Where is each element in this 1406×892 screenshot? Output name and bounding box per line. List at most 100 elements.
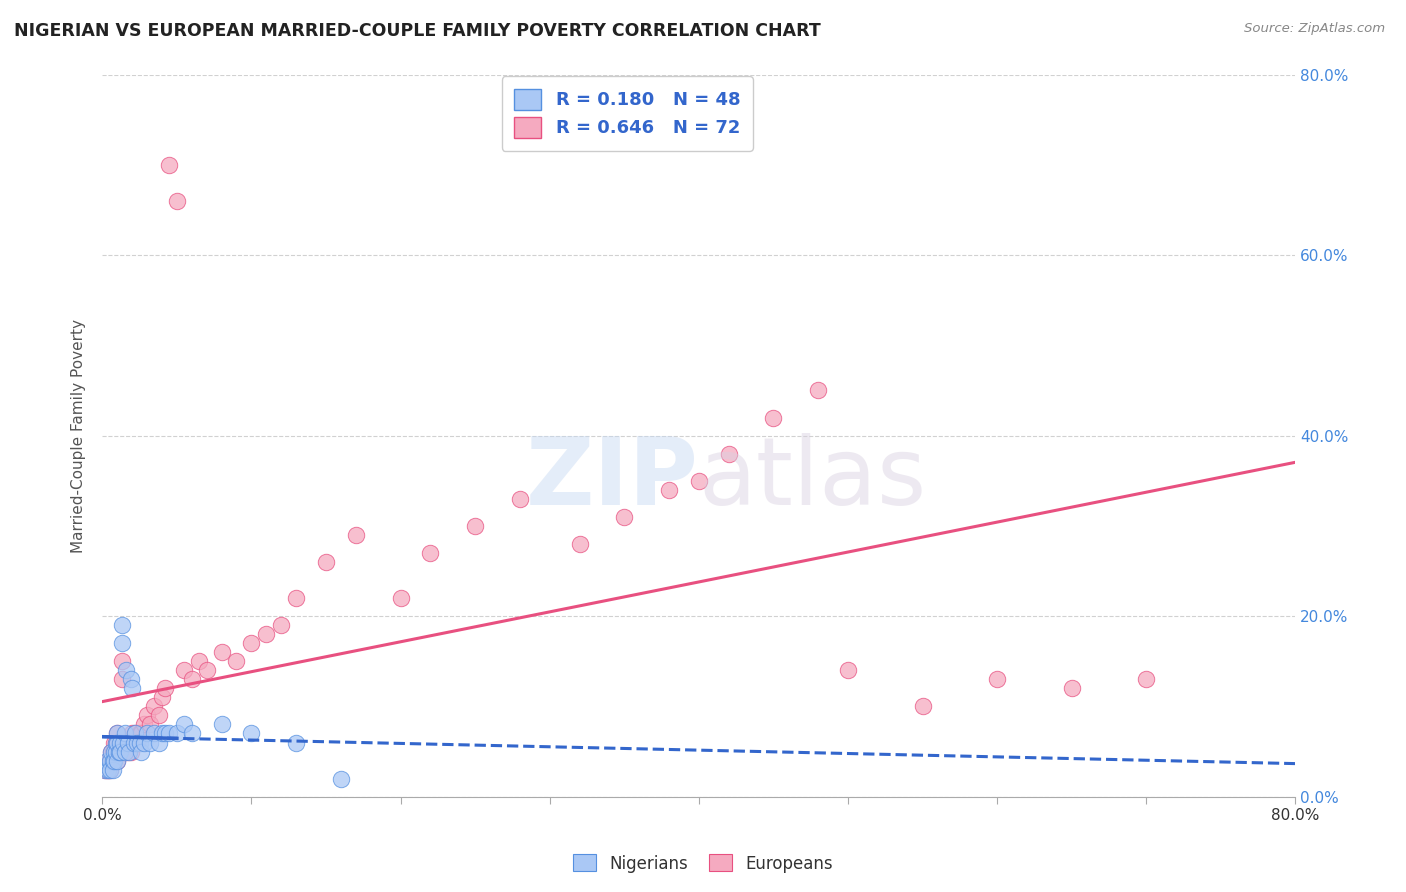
Point xyxy=(136,726,159,740)
Point xyxy=(128,726,150,740)
Point xyxy=(108,745,131,759)
Point xyxy=(118,735,141,749)
Point xyxy=(1135,673,1157,687)
Point xyxy=(225,654,247,668)
Point xyxy=(132,717,155,731)
Point xyxy=(110,636,132,650)
Point xyxy=(98,754,121,768)
Point xyxy=(108,735,131,749)
Point xyxy=(270,618,292,632)
Point xyxy=(173,663,195,677)
Point xyxy=(658,483,681,497)
Point xyxy=(114,745,136,759)
Point xyxy=(136,708,159,723)
Point xyxy=(103,745,125,759)
Point xyxy=(153,726,176,740)
Point xyxy=(94,763,117,777)
Point xyxy=(121,681,143,696)
Point xyxy=(97,754,120,768)
Point xyxy=(104,735,127,749)
Point xyxy=(180,726,202,740)
Point xyxy=(125,735,148,749)
Point xyxy=(104,745,127,759)
Point xyxy=(100,745,122,759)
Point xyxy=(114,726,136,740)
Point xyxy=(150,690,173,705)
Point xyxy=(105,754,128,768)
Point xyxy=(211,645,233,659)
Point xyxy=(97,763,120,777)
Point xyxy=(103,735,125,749)
Point xyxy=(98,763,121,777)
Point xyxy=(389,591,412,605)
Point xyxy=(105,735,128,749)
Point xyxy=(153,681,176,696)
Point xyxy=(112,735,135,749)
Point xyxy=(97,763,120,777)
Legend: R = 0.180   N = 48, R = 0.646   N = 72: R = 0.180 N = 48, R = 0.646 N = 72 xyxy=(502,77,754,151)
Point xyxy=(101,754,124,768)
Point xyxy=(254,627,277,641)
Point xyxy=(104,735,127,749)
Point xyxy=(124,726,146,740)
Point xyxy=(107,745,129,759)
Point xyxy=(115,735,138,749)
Point xyxy=(104,745,127,759)
Point xyxy=(240,636,263,650)
Point xyxy=(115,663,138,677)
Point xyxy=(110,618,132,632)
Point xyxy=(1060,681,1083,696)
Point xyxy=(98,754,121,768)
Point xyxy=(112,745,135,759)
Point xyxy=(124,726,146,740)
Point xyxy=(688,474,710,488)
Text: Source: ZipAtlas.com: Source: ZipAtlas.com xyxy=(1244,22,1385,36)
Point xyxy=(143,726,166,740)
Point xyxy=(344,528,367,542)
Point xyxy=(188,654,211,668)
Point xyxy=(117,735,139,749)
Point xyxy=(150,726,173,740)
Point xyxy=(122,735,145,749)
Point xyxy=(125,735,148,749)
Point xyxy=(166,194,188,208)
Point xyxy=(98,763,121,777)
Point xyxy=(120,673,142,687)
Point xyxy=(105,754,128,768)
Point xyxy=(132,735,155,749)
Point xyxy=(148,708,170,723)
Point xyxy=(613,509,636,524)
Point xyxy=(128,735,150,749)
Point xyxy=(195,663,218,677)
Point xyxy=(114,745,136,759)
Point xyxy=(157,726,180,740)
Point xyxy=(211,717,233,731)
Point xyxy=(118,745,141,759)
Legend: Nigerians, Europeans: Nigerians, Europeans xyxy=(567,847,839,880)
Point xyxy=(911,699,934,714)
Point xyxy=(143,699,166,714)
Point xyxy=(148,735,170,749)
Point xyxy=(157,158,180,172)
Point xyxy=(120,745,142,759)
Point xyxy=(285,591,308,605)
Point xyxy=(96,763,118,777)
Point xyxy=(568,537,591,551)
Point xyxy=(114,735,136,749)
Point xyxy=(464,519,486,533)
Point xyxy=(173,717,195,731)
Point xyxy=(122,735,145,749)
Point xyxy=(837,663,859,677)
Point xyxy=(419,546,441,560)
Point xyxy=(105,735,128,749)
Point xyxy=(101,745,124,759)
Point xyxy=(121,726,143,740)
Point xyxy=(110,673,132,687)
Point xyxy=(762,410,785,425)
Point xyxy=(315,555,337,569)
Point xyxy=(100,745,122,759)
Point xyxy=(103,745,125,759)
Text: NIGERIAN VS EUROPEAN MARRIED-COUPLE FAMILY POVERTY CORRELATION CHART: NIGERIAN VS EUROPEAN MARRIED-COUPLE FAMI… xyxy=(14,22,821,40)
Point xyxy=(105,726,128,740)
Text: atlas: atlas xyxy=(699,433,927,524)
